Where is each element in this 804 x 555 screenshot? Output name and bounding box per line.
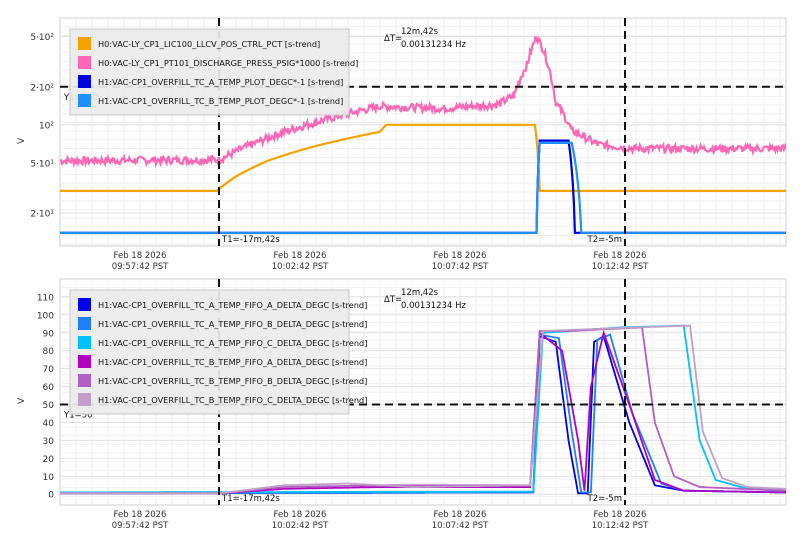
legend-swatch (78, 355, 91, 368)
x-tick-label-time: 10:07:42 PST (432, 521, 489, 531)
x-tick-label-time: 10:07:42 PST (432, 262, 489, 272)
y-tick-label: 30 (43, 437, 55, 447)
cursor-t1-label: T1=-17m,42s (221, 494, 280, 504)
x-tick-label-time: 10:02:42 PST (272, 262, 329, 272)
y-tick-label: 50 (43, 401, 55, 411)
series-line (60, 123, 786, 192)
legend-entry: H1:VAC-CP1_OVERFILL_TC_B_TEMP_FIFO_B_DEL… (98, 376, 367, 386)
delta-t-label: ΔT= (384, 295, 402, 305)
x-tick-label-date: Feb 18 2026 (434, 251, 487, 261)
x-tick-label-date: Feb 18 2026 (274, 510, 327, 520)
y-tick-label: 5·10¹ (30, 159, 54, 169)
legend-swatch (78, 393, 91, 406)
series-line (60, 36, 786, 169)
legend-entry: H1:VAC-CP1_OVERFILL_TC_A_TEMP_PLOT_DEGC*… (98, 77, 343, 87)
y-tick-label: 90 (43, 329, 55, 339)
delta-t-value: 12m,42s (401, 288, 439, 298)
x-tick-label-time: 09:57:42 PST (112, 262, 169, 272)
y-axis-label: V (17, 137, 27, 144)
y-tick-label: 40 (43, 419, 55, 429)
legend-swatch (78, 374, 91, 387)
delta-t-frequency: 0.00131234 Hz (401, 301, 466, 311)
x-tick-label-time: 10:12:42 PST (592, 262, 649, 272)
x-tick-label-date: Feb 18 2026 (274, 251, 327, 261)
x-tick-label-date: Feb 18 2026 (594, 510, 647, 520)
legend-entry: H1:VAC-CP1_OVERFILL_TC_A_TEMP_FIFO_B_DEL… (98, 319, 367, 329)
legend-entry: H1:VAC-CP1_OVERFILL_TC_B_TEMP_FIFO_C_DEL… (98, 395, 367, 405)
cursor-t1-label: T1=-17m,42s (221, 235, 280, 245)
legend: H0:VAC-LY_CP1_LIC100_LLCV_POS_CTRL_PCT [… (69, 28, 358, 116)
y-axis-label: V (17, 397, 27, 404)
legend-entry: H0:VAC-LY_CP1_LIC100_LLCV_POS_CTRL_PCT [… (98, 39, 320, 49)
y-tick-label: 60 (43, 383, 55, 393)
legend-swatch (78, 336, 91, 349)
y-tick-label: 100 (37, 311, 54, 321)
legend-box (69, 28, 350, 116)
y-tick-label: 80 (43, 347, 55, 357)
x-tick-label-date: Feb 18 2026 (434, 510, 487, 520)
legend-swatch (78, 94, 91, 107)
legend-swatch (78, 37, 91, 50)
y-tick-label: 20 (43, 455, 55, 465)
legend-entry: H1:VAC-CP1_OVERFILL_TC_B_TEMP_FIFO_A_DEL… (98, 357, 367, 367)
legend-entry: H1:VAC-CP1_OVERFILL_TC_B_TEMP_PLOT_DEGC*… (98, 96, 343, 106)
cursor-t2-label: T2=-5m (587, 494, 622, 504)
x-tick-label-time: 10:02:42 PST (272, 521, 329, 531)
delta-t-value: 12m,42s (401, 27, 439, 37)
legend-box (69, 289, 350, 415)
y-tick-label: 5·10² (30, 33, 54, 43)
y-tick-label: 70 (43, 365, 55, 375)
legend-swatch (78, 317, 91, 330)
legend-entry: H1:VAC-CP1_OVERFILL_TC_A_TEMP_FIFO_C_DEL… (98, 338, 367, 348)
cursor-y1-label: Y1=50 (63, 411, 93, 421)
x-tick-label-time: 10:12:42 PST (592, 521, 649, 531)
legend-swatch (78, 75, 91, 88)
legend-entry: H0:VAC-LY_CP1_PT101_DISCHARGE_PRESS_PSIG… (98, 58, 358, 68)
y-tick-label: 10² (39, 121, 54, 131)
x-tick-label-date: Feb 18 2026 (594, 251, 647, 261)
y-tick-label: 0 (48, 491, 54, 501)
legend-swatch (78, 56, 91, 69)
delta-t-frequency: 0.00131234 Hz (401, 40, 466, 50)
series-line (60, 141, 786, 234)
delta-t-label: ΔT= (384, 34, 402, 44)
y-tick-label: 2·10¹ (30, 210, 54, 220)
x-tick-label-date: Feb 18 2026 (114, 251, 167, 261)
legend-entry: H1:VAC-CP1_OVERFILL_TC_A_TEMP_FIFO_A_DEL… (98, 300, 367, 310)
legend: H1:VAC-CP1_OVERFILL_TC_A_TEMP_FIFO_A_DEL… (69, 289, 367, 415)
legend-swatch (78, 298, 91, 311)
series-line (60, 324, 786, 495)
cursor-t2-label: T2=-5m (587, 235, 622, 245)
y-tick-label: 2·10² (30, 83, 54, 93)
y-tick-label: 110 (37, 293, 54, 303)
y-tick-label: 10 (43, 473, 55, 483)
x-tick-label-date: Feb 18 2026 (114, 510, 167, 520)
x-tick-label-time: 09:57:42 PST (112, 521, 169, 531)
